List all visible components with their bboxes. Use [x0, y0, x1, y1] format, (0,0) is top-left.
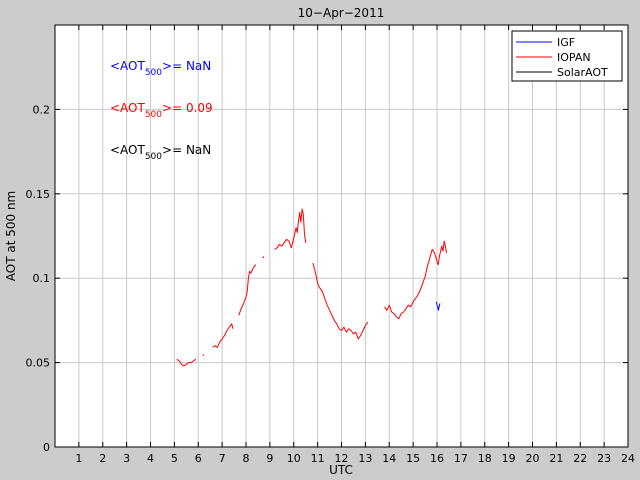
- series-line-iopan: [202, 354, 204, 356]
- x-tick-label: 15: [406, 452, 420, 465]
- legend: IGF IOPAN SolarAOT: [511, 30, 623, 82]
- x-tick-label: 3: [123, 452, 130, 465]
- x-axis-label: UTC: [329, 463, 353, 477]
- x-tick-label: 7: [219, 452, 226, 465]
- x-tick-label: 22: [573, 452, 587, 465]
- legend-label: SolarAOT: [557, 66, 608, 79]
- x-tick-label: 8: [243, 452, 250, 465]
- y-axis-label: AOT at 500 nm: [4, 191, 18, 281]
- legend-label: IGF: [557, 36, 575, 49]
- legend-label: IOPAN: [557, 51, 591, 64]
- series-line-iopan: [384, 240, 447, 320]
- aot-annotation: <AOT500>= 0.09: [110, 101, 213, 120]
- x-tick-label: 24: [621, 452, 635, 465]
- x-tick-label: 5: [171, 452, 178, 465]
- series-line-iopan: [262, 255, 265, 259]
- x-tick-label: 19: [502, 452, 516, 465]
- chart-title: 10−Apr−2011: [298, 6, 385, 20]
- x-tick-label: 14: [382, 452, 396, 465]
- x-tick-label: 1: [75, 452, 82, 465]
- series-line-iopan: [238, 264, 257, 316]
- x-tick-labels: 1 2 3 4 5 6 7 8 9 10 11 12 13 14 15 16 17 18 19 20 21 22 23 24: [75, 452, 635, 465]
- y-tick-labels: 0 0.05 0.1 0.15 0.2: [26, 103, 51, 454]
- x-tick-label: 18: [478, 452, 492, 465]
- series-line-iopan: [274, 208, 307, 250]
- x-tick-label: 10: [287, 452, 301, 465]
- y-tick-label: 0.1: [33, 272, 51, 285]
- y-tick-label: 0.15: [26, 188, 51, 201]
- x-tick-label: 9: [266, 452, 273, 465]
- series-lines: [176, 208, 447, 367]
- aot-annotation: <AOT500>= NaN: [110, 59, 211, 78]
- x-tick-label: 20: [526, 452, 540, 465]
- aot-annotations: <AOT500>= NaN <AOT500>= 0.09 <AOT500>= NaN: [110, 59, 213, 162]
- legend-box: [511, 30, 623, 82]
- y-tick-label: 0.05: [26, 357, 51, 370]
- x-tick-label: 11: [311, 452, 325, 465]
- y-tick-label: 0.2: [33, 103, 51, 116]
- series-line-iopan: [212, 323, 234, 348]
- series-line-iopan: [312, 262, 369, 340]
- y-tick-label: 0: [43, 441, 50, 454]
- axis-ticks: [55, 25, 629, 448]
- x-tick-label: 23: [597, 452, 611, 465]
- series-line-iopan: [176, 358, 197, 367]
- x-tick-label: 4: [147, 452, 154, 465]
- x-tick-label: 12: [335, 452, 349, 465]
- x-tick-label: 13: [358, 452, 372, 465]
- x-tick-label: 17: [454, 452, 468, 465]
- x-tick-label: 16: [430, 452, 444, 465]
- x-tick-label: 2: [99, 452, 106, 465]
- x-tick-label: 6: [195, 452, 202, 465]
- aot-annotation: <AOT500>= NaN: [110, 143, 211, 162]
- series-line-igf: [436, 301, 441, 311]
- x-tick-label: 21: [549, 452, 563, 465]
